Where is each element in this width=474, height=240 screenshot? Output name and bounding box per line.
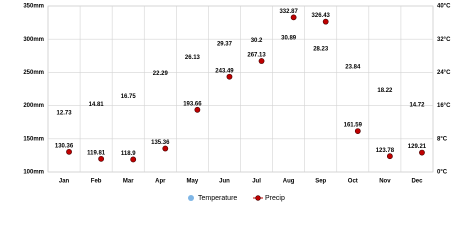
- temperature-point: [383, 94, 387, 98]
- x-tick-label: Oct: [348, 179, 358, 185]
- temperature-label: 14.81: [89, 102, 105, 108]
- temperature-label: 28.23: [313, 46, 329, 52]
- legend-label: Temperature: [198, 195, 237, 202]
- precip-point: [290, 14, 297, 21]
- precip-point: [226, 73, 233, 80]
- temperature-point: [222, 48, 226, 52]
- temperature-point: [126, 100, 130, 104]
- temperature-label: 14.72: [409, 102, 425, 108]
- temperature-label: 18.22: [377, 88, 393, 94]
- y2-tick-label: 24°C: [437, 70, 451, 76]
- precip-point: [66, 148, 72, 155]
- precip-label: 130.36: [55, 143, 74, 149]
- x-tick-label: Sep: [315, 179, 326, 185]
- x-tick-label: Jan: [59, 179, 70, 185]
- x-tick-label: Apr: [155, 179, 166, 185]
- x-tick-label: Jun: [219, 179, 230, 185]
- precip-label: 161.59: [344, 123, 363, 129]
- temperature-point: [319, 53, 323, 57]
- precip-label: 332.87: [279, 9, 298, 15]
- y2-tick-label: 32°C: [437, 37, 451, 43]
- temperature-point: [351, 71, 355, 75]
- temperature-point: [415, 109, 419, 113]
- precip-point: [386, 153, 393, 160]
- precip-point: [258, 58, 265, 64]
- x-tick-label: Mar: [123, 179, 134, 185]
- precip-point: [194, 106, 201, 113]
- precip-label: 118.9: [121, 151, 136, 157]
- temperature-label: 30.89: [281, 35, 297, 41]
- y-tick-label: 150mm: [23, 136, 44, 142]
- chart: 100mm 150mm 200mm 250mm 300mm 350mm 0°C 8°C 16°C…: [23, 4, 451, 202]
- x-tick-label: Jul: [252, 179, 261, 185]
- temperature-label: 23.84: [345, 65, 361, 71]
- precip-label: 129.21: [408, 144, 427, 150]
- temperature-label: 22.29: [153, 71, 169, 77]
- y-tick-label: 100mm: [23, 170, 44, 176]
- precip-point: [130, 156, 137, 163]
- precip-label: 267.13: [247, 53, 266, 59]
- legend-marker: [188, 195, 194, 201]
- temperature-point: [190, 62, 194, 66]
- y2-tick-label: 40°C: [437, 4, 451, 10]
- x-tick-label: Aug: [283, 179, 295, 185]
- temperature-label: 12.73: [57, 111, 73, 117]
- legend-label: Precip: [265, 195, 285, 202]
- precip-label: 135.36: [151, 140, 170, 146]
- precip-point: [322, 18, 329, 25]
- precip-point: [98, 155, 105, 162]
- temperature-label: 26.13: [185, 55, 201, 61]
- precip-label: 243.49: [215, 68, 234, 74]
- temperature-label: 29.37: [217, 42, 233, 48]
- precip-label: 193.66: [183, 101, 202, 107]
- x-tick-label: May: [187, 179, 199, 185]
- y2-tick-label: 8°C: [437, 136, 448, 142]
- y2-tick-label: 0°C: [437, 170, 448, 176]
- temperature-point: [62, 117, 66, 121]
- temperature-point: [158, 77, 162, 81]
- temperature-label: 30.2: [251, 38, 263, 44]
- y-tick-label: 250mm: [23, 70, 44, 76]
- precip-point: [162, 145, 169, 152]
- temperature-point: [287, 42, 291, 46]
- precip-label: 119.81: [87, 150, 106, 156]
- x-tick-label: Feb: [91, 179, 102, 185]
- temperature-point: [255, 45, 259, 49]
- precip-point: [354, 128, 361, 135]
- legend-marker: [255, 195, 261, 201]
- y2-tick-label: 16°C: [437, 103, 451, 109]
- temperature-point: [94, 109, 98, 113]
- y-tick-label: 350mm: [23, 4, 44, 10]
- y-tick-label: 300mm: [23, 37, 44, 43]
- y-tick-label: 200mm: [23, 103, 44, 109]
- x-tick-label: Nov: [379, 179, 391, 185]
- precip-label: 123.78: [376, 148, 395, 154]
- precip-point: [419, 149, 425, 156]
- temperature-label: 16.75: [121, 94, 137, 100]
- precip-label: 326.43: [312, 13, 331, 19]
- x-tick-label: Dec: [411, 179, 423, 185]
